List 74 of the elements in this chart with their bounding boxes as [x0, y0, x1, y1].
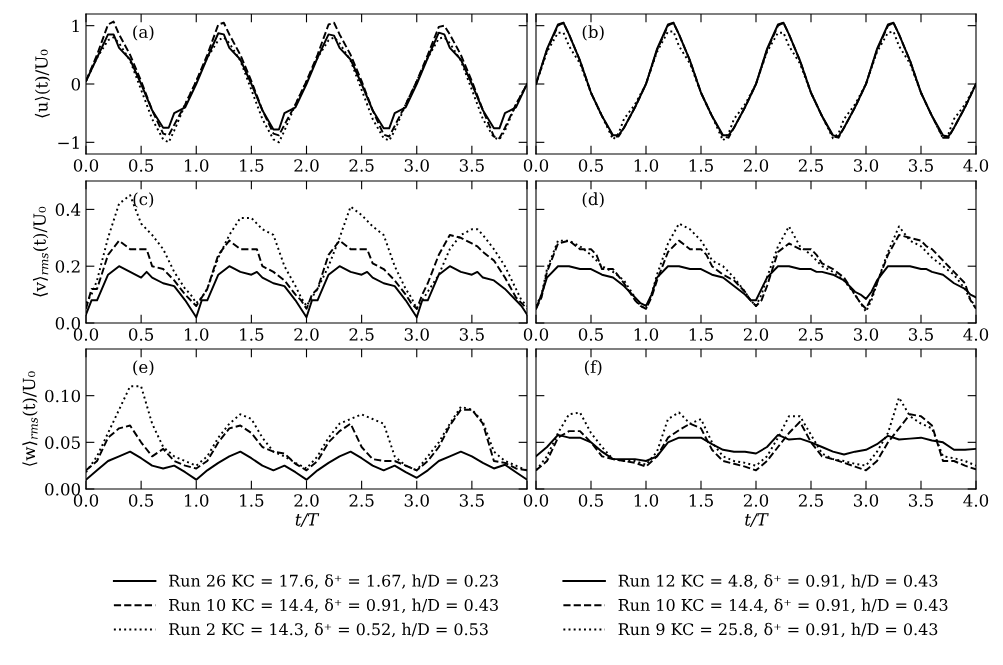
x-tick-label: 1.5: [240, 328, 264, 341]
annotation: (e): [133, 360, 154, 376]
y-tick-label: 0.4: [55, 203, 81, 216]
x-tick-label: 3.0: [854, 328, 879, 341]
legend-label: Run 9 KC = 25.8, δ⁺ = 0.91, h/D = 0.43: [618, 622, 938, 638]
y-tick-label: 0.10: [45, 389, 81, 403]
x-tick-label: 0.5: [128, 159, 154, 172]
x-tick-label: 1.5: [689, 159, 713, 172]
annotation: (c): [133, 192, 154, 208]
x-tick-label: 2.5: [349, 159, 374, 172]
x-tick-label: 4.0: [963, 328, 989, 341]
x-tick-label: 3.0: [854, 494, 879, 507]
legend-label: Run 10 KC = 14.4, δ⁺ = 0.91, h/D = 0.43: [618, 598, 948, 613]
annotation: (b): [582, 25, 604, 41]
x-tick-label: 0.5: [128, 494, 154, 507]
y-tick-label: 0: [71, 77, 81, 91]
y-tick-label: 0.00: [45, 482, 81, 496]
x-tick-label: 0.5: [578, 328, 603, 341]
legend-label: Run 10 KC = 14.4, δ⁺ = 0.91, h/D = 0.43: [169, 598, 498, 613]
x-tick-label: 1.5: [240, 159, 264, 172]
y-tick-label: 0.05: [45, 436, 80, 449]
x-tick-label: 4.0: [963, 494, 989, 507]
x-tick-label: 2.5: [349, 328, 374, 341]
x-tick-label: 3.5: [459, 328, 484, 341]
annotation: (a): [133, 25, 154, 41]
x-tick-label: 2.0: [743, 328, 769, 341]
y-tick-label: 0.2: [55, 260, 80, 273]
x-tick-label: 1.0: [634, 494, 659, 507]
x-tick-label: 2.0: [294, 494, 319, 507]
y-axis-title: ⟨v⟩$_{rms}$(t)/U₀: [32, 206, 49, 297]
x-tick-label: 1.0: [634, 159, 659, 172]
x-tick-label: 3.5: [459, 159, 484, 172]
x-tick-label: 2.0: [743, 159, 769, 172]
x-tick-label: 3.0: [404, 328, 429, 341]
y-axis-title: ⟨w⟩$_{rms}$(t)/U₀: [22, 371, 38, 466]
x-tick-label: 2.0: [294, 159, 319, 172]
x-tick-label: 1.0: [634, 328, 659, 341]
annotation: (f): [584, 360, 602, 376]
x-tick-label: 2.5: [798, 159, 823, 172]
x-tick-label: 1.0: [185, 494, 209, 507]
y-axis-title: ⟨u⟩(t)/U₀: [34, 49, 51, 118]
x-tick-label: 0.5: [578, 494, 603, 507]
x-tick-label: 1.0: [185, 159, 209, 172]
legend-label: Run 12 KC = 4.8, δ⁺ = 0.91, h/D = 0.43: [618, 574, 938, 589]
x-tick-label: 4.0: [963, 159, 989, 172]
y-tick-label: 1: [72, 19, 79, 32]
x-axis-title: t/T: [295, 513, 320, 527]
x-tick-label: 2.0: [743, 494, 769, 507]
x-tick-label: 0.0: [523, 159, 549, 172]
x-tick-label: 0.0: [523, 494, 549, 507]
x-tick-label: 3.5: [459, 494, 484, 507]
x-tick-label: 2.5: [798, 328, 823, 341]
y-tick-label: −1: [58, 136, 79, 149]
x-tick-label: 1.5: [689, 494, 713, 507]
x-tick-label: 2.0: [294, 328, 319, 341]
x-axis-title: t/T: [745, 513, 769, 527]
x-tick-label: 3.0: [854, 159, 879, 172]
x-tick-label: 1.5: [689, 328, 713, 341]
x-tick-label: 3.5: [909, 159, 933, 172]
legend-label: Run 26 KC = 17.6, δ⁺ = 1.67, h/D = 0.23: [169, 574, 498, 589]
y-tick-label: 0.0: [55, 316, 81, 330]
x-tick-label: 1.0: [185, 328, 209, 341]
x-tick-label: 1.5: [240, 494, 264, 507]
x-tick-label: 0.5: [128, 328, 154, 341]
annotation: (d): [582, 192, 604, 208]
x-tick-label: 0.0: [523, 328, 549, 341]
x-tick-label: 3.5: [909, 328, 933, 341]
x-tick-label: 2.5: [798, 494, 823, 507]
x-tick-label: 2.5: [349, 494, 374, 507]
x-tick-label: 3.0: [404, 159, 429, 172]
x-tick-label: 3.0: [404, 494, 429, 507]
x-tick-label: 0.5: [578, 159, 603, 172]
legend-label: Run 2 KC = 14.3, δ⁺ = 0.52, h/D = 0.53: [169, 622, 488, 638]
x-tick-label: 3.5: [909, 494, 933, 507]
